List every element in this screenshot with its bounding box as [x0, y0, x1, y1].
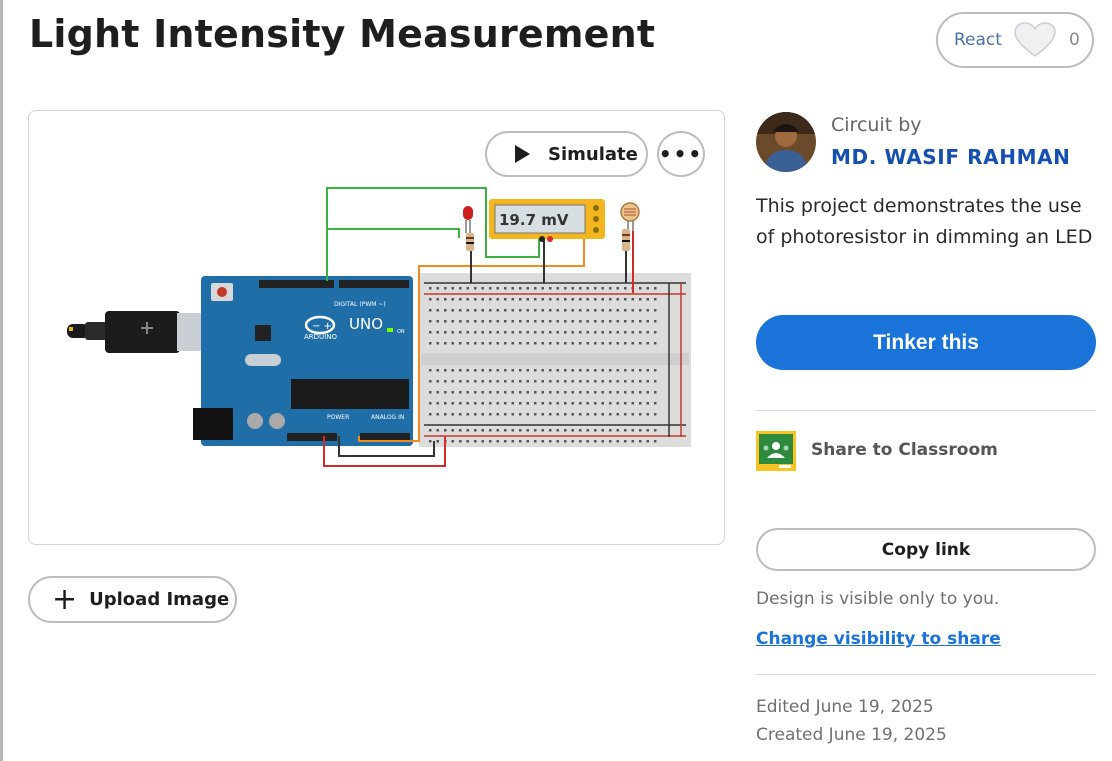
- divider: [756, 410, 1096, 411]
- react-count: 0: [1068, 30, 1080, 50]
- more-options-button[interactable]: •••: [657, 131, 705, 177]
- project-description: This project demonstrates the use of pho…: [756, 195, 1093, 248]
- multimeter: 19.7 mV: [489, 199, 605, 242]
- plus-icon: +: [52, 581, 78, 617]
- board-digital-label: DIGITAL (PWM ~): [334, 301, 386, 308]
- breadboard-holes: [429, 287, 657, 443]
- divider: [756, 674, 1096, 675]
- avatar-image: [756, 112, 816, 172]
- circuit-preview[interactable]: − + UNO ARDUINO DIGITAL (PWM ~) POWER AN…: [28, 110, 725, 545]
- breadboard: [419, 273, 691, 447]
- react-label: React: [954, 30, 1002, 50]
- simulate-label: Simulate: [548, 143, 638, 165]
- board-on-label: ON: [397, 329, 405, 335]
- tinker-this-button[interactable]: Tinker this: [756, 315, 1096, 370]
- more-options-icon: •••: [658, 142, 704, 166]
- multimeter-reading: 19.7 mV: [499, 211, 569, 229]
- created-date: Created June 19, 2025: [756, 725, 947, 745]
- led: [463, 206, 474, 251]
- wires: [323, 187, 634, 467]
- circuit-diagram: − + UNO ARDUINO DIGITAL (PWM ~) POWER AN…: [67, 187, 691, 467]
- simulate-button[interactable]: Simulate: [485, 131, 648, 177]
- play-icon: [515, 145, 530, 163]
- share-to-classroom-link[interactable]: Share to Classroom: [811, 440, 998, 460]
- photoresistor: [620, 202, 640, 251]
- react-button[interactable]: React 0: [936, 12, 1094, 68]
- page-title: Light Intensity Measurement: [29, 12, 656, 56]
- svg-text:− +: − +: [312, 321, 332, 332]
- heart-icon: [1014, 22, 1056, 57]
- upload-image-button[interactable]: + Upload Image: [28, 576, 237, 623]
- board-power-label: POWER: [327, 414, 349, 421]
- circuit-by-label: Circuit by: [831, 114, 922, 136]
- author-avatar[interactable]: [756, 112, 816, 172]
- upload-image-label: Upload Image: [89, 589, 230, 610]
- change-visibility-link[interactable]: Change visibility to share: [756, 629, 1001, 649]
- left-window-edge: [0, 0, 3, 761]
- edited-date: Edited June 19, 2025: [756, 697, 934, 717]
- author-name-link[interactable]: MD. WASIF RAHMAN: [831, 145, 1071, 169]
- copy-link-button[interactable]: Copy link: [756, 528, 1096, 571]
- board-uno-label: UNO: [349, 315, 383, 333]
- board-brand-label: ARDUINO: [304, 333, 337, 341]
- arduino-board: − + UNO ARDUINO DIGITAL (PWM ~) POWER AN…: [193, 276, 413, 446]
- google-classroom-icon[interactable]: [756, 431, 796, 471]
- visibility-status: Design is visible only to you.: [756, 589, 1000, 609]
- board-analog-label: ANALOG IN: [371, 414, 404, 421]
